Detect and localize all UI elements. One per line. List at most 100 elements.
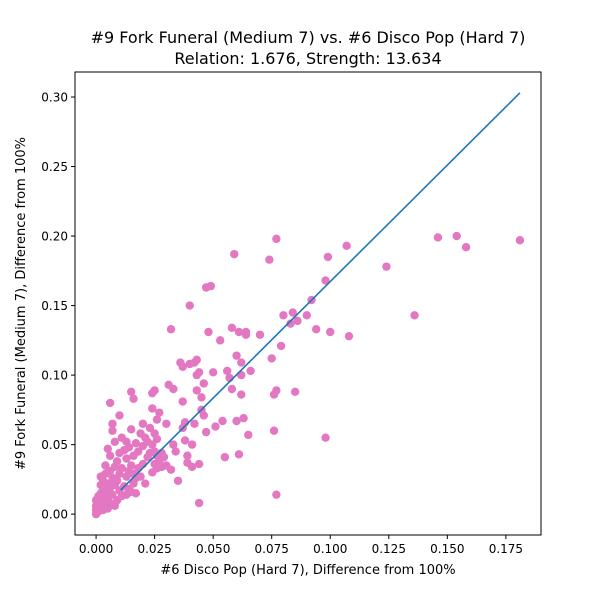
data-point bbox=[288, 308, 297, 317]
data-point bbox=[127, 461, 136, 470]
data-point bbox=[206, 281, 216, 291]
data-point bbox=[122, 454, 131, 463]
data-point bbox=[134, 447, 143, 456]
data-point bbox=[255, 330, 265, 339]
data-point bbox=[159, 452, 169, 462]
data-point bbox=[138, 419, 148, 428]
data-point bbox=[178, 397, 187, 406]
data-point bbox=[190, 419, 199, 428]
data-point bbox=[433, 233, 443, 242]
data-point bbox=[452, 231, 461, 241]
trend-line bbox=[120, 92, 521, 491]
data-point bbox=[220, 452, 230, 462]
data-point bbox=[293, 316, 302, 326]
data-point bbox=[276, 341, 286, 351]
x-tick-label: 0.100 bbox=[313, 542, 347, 556]
x-tick-label: 0.075 bbox=[255, 542, 289, 556]
x-tick-label: 0.125 bbox=[372, 542, 406, 556]
data-point bbox=[105, 451, 115, 460]
y-tick-label: 0.10 bbox=[41, 369, 68, 383]
data-point bbox=[108, 490, 117, 499]
data-point bbox=[169, 440, 178, 449]
data-point bbox=[382, 262, 391, 271]
data-point bbox=[127, 387, 136, 396]
y-tick-label: 0.30 bbox=[41, 91, 68, 105]
x-tick-label: 0.025 bbox=[137, 542, 171, 556]
plot-frame bbox=[74, 71, 542, 536]
x-axis-label: #6 Disco Pop (Hard 7), Difference from 1… bbox=[160, 563, 455, 578]
data-point bbox=[112, 457, 122, 466]
y-tick-label: 0.05 bbox=[41, 438, 68, 452]
data-point bbox=[227, 323, 237, 333]
y-tick-label: 0.20 bbox=[41, 230, 68, 244]
chart-title-line1: #9 Fork Funeral (Medium 7) vs. #6 Disco … bbox=[91, 28, 526, 47]
data-point bbox=[192, 386, 201, 395]
data-point bbox=[342, 241, 351, 250]
data-point bbox=[150, 386, 159, 395]
data-point bbox=[124, 443, 134, 452]
data-point bbox=[148, 440, 157, 449]
data-point bbox=[187, 440, 197, 449]
data-point bbox=[131, 439, 141, 448]
data-point bbox=[166, 325, 176, 334]
data-point bbox=[241, 330, 251, 339]
data-point bbox=[187, 462, 197, 472]
data-point bbox=[239, 414, 248, 423]
data-point bbox=[223, 366, 232, 376]
data-point bbox=[269, 426, 279, 435]
data-point bbox=[321, 276, 330, 285]
data-point bbox=[461, 242, 471, 252]
data-point bbox=[101, 461, 110, 470]
data-point bbox=[115, 411, 124, 420]
data-point bbox=[199, 379, 208, 388]
data-point bbox=[194, 459, 204, 469]
data-point bbox=[105, 398, 115, 408]
chart-title-line2: Relation: 1.676, Strength: 13.634 bbox=[174, 49, 441, 68]
data-point bbox=[112, 476, 122, 485]
data-point bbox=[194, 368, 204, 377]
data-point bbox=[185, 301, 194, 310]
data-point bbox=[183, 451, 192, 460]
data-point bbox=[312, 325, 321, 334]
data-point bbox=[169, 384, 178, 394]
data-point bbox=[321, 433, 330, 442]
data-point bbox=[211, 422, 220, 431]
data-point bbox=[155, 408, 164, 417]
data-point bbox=[230, 249, 239, 259]
data-point bbox=[204, 327, 213, 337]
data-point bbox=[232, 351, 241, 360]
data-point bbox=[410, 311, 419, 320]
data-point bbox=[302, 311, 312, 320]
data-point bbox=[197, 393, 206, 402]
data-point bbox=[145, 423, 155, 433]
y-axis: 0.00 0.05 0.10 0.15 0.20 0.25 0.30 bbox=[41, 91, 75, 522]
data-point bbox=[171, 447, 180, 456]
x-tick-label: 0.150 bbox=[430, 542, 464, 556]
data-point bbox=[237, 390, 246, 399]
data-point bbox=[208, 368, 218, 377]
data-point bbox=[148, 404, 157, 413]
data-point bbox=[136, 472, 145, 481]
data-point bbox=[218, 416, 227, 426]
x-axis: 0.000 0.025 0.050 0.075 0.100 0.125 0.150 0.175 bbox=[79, 535, 523, 556]
data-point bbox=[103, 444, 112, 453]
x-tick-label: 0.175 bbox=[489, 542, 523, 556]
data-point bbox=[141, 479, 150, 488]
data-point bbox=[215, 336, 225, 345]
data-point bbox=[127, 425, 136, 434]
y-tick-label: 0.15 bbox=[41, 299, 68, 313]
data-point bbox=[344, 331, 354, 341]
data-point bbox=[192, 355, 201, 365]
data-point bbox=[267, 354, 276, 363]
data-point bbox=[227, 384, 237, 394]
data-point bbox=[272, 386, 281, 395]
data-point bbox=[162, 419, 171, 428]
data-point bbox=[234, 450, 244, 459]
data-point bbox=[237, 358, 246, 367]
data-point bbox=[108, 419, 117, 428]
data-point bbox=[272, 490, 281, 499]
x-tick-label: 0.000 bbox=[79, 542, 113, 556]
